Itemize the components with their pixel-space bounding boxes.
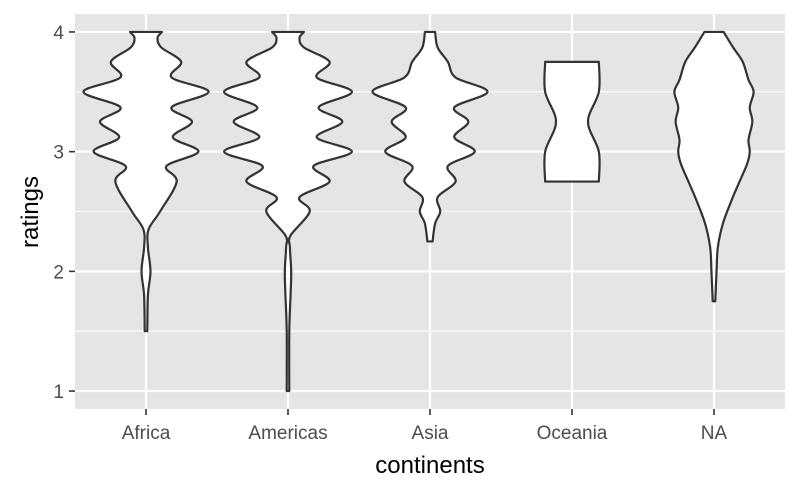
y-tick-label: 3 — [53, 143, 64, 164]
x-tick-label: Oceania — [537, 423, 608, 444]
axes: 1 2 3 4 Africa Americas Asia Oceania NA — [53, 23, 727, 444]
x-axis-title: continents — [375, 452, 484, 479]
y-tick-label: 1 — [53, 382, 64, 403]
x-tick-label: NA — [701, 423, 728, 444]
violin-oceania — [543, 60, 601, 183]
violin-na — [673, 30, 755, 303]
x-tick-label: Asia — [412, 423, 449, 444]
x-tick-label: Africa — [122, 423, 171, 444]
y-axis-title: ratings — [17, 176, 44, 248]
x-tick-label: Americas — [248, 423, 327, 444]
y-tick-label: 4 — [53, 23, 64, 44]
violin-africa — [82, 30, 210, 333]
violins — [82, 30, 755, 393]
violin-asia — [371, 30, 489, 243]
violin-americas — [222, 30, 354, 393]
y-tick-label: 2 — [53, 262, 64, 283]
